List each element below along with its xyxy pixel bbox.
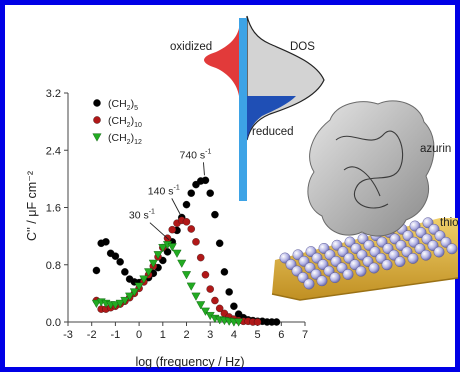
x-tick-label: 0: [136, 329, 142, 341]
thiol-sphere: [317, 276, 327, 286]
annotations: 740 s-1 140 s-1 30 s-1: [129, 148, 212, 239]
data-point: [216, 240, 223, 247]
data-point: [211, 297, 218, 304]
data-point: [207, 285, 214, 292]
x-tick-label: 6: [278, 329, 284, 341]
x-tick-label: 2: [183, 329, 189, 341]
x-tick-label: 1: [160, 329, 166, 341]
dos-curve: [247, 16, 324, 140]
thiol-sphere: [330, 272, 340, 282]
legend-entry: (CH2)10: [108, 115, 142, 129]
annotation-arrow: [203, 162, 204, 175]
data-point: [254, 318, 261, 325]
dos-diagram: oxidized DOS reduced: [170, 16, 324, 201]
data-point: [169, 226, 176, 233]
legend-marker: [93, 116, 100, 123]
electrode-bar: [239, 18, 247, 201]
y-tick-label: 1.6: [46, 203, 61, 215]
data-point: [121, 268, 128, 275]
oxidized-label: oxidized: [170, 41, 212, 53]
thiol-sphere: [408, 253, 418, 263]
legend-entry: (CH2)12: [108, 132, 142, 146]
y-tick-label: 0.0: [46, 317, 61, 329]
data-point: [207, 190, 214, 197]
data-point: [173, 250, 181, 258]
oxidized-lobe: [204, 28, 239, 96]
x-tick-label: 7: [302, 329, 308, 341]
data-point: [183, 201, 190, 208]
legend-marker: [93, 134, 101, 142]
series-group: [92, 177, 280, 326]
legend-entry: (CH2)5: [108, 98, 138, 112]
legend-marker: [93, 99, 100, 106]
data-point: [112, 253, 119, 260]
x-tick-label: 3: [207, 329, 213, 341]
thiol-sphere: [382, 260, 392, 270]
data-point: [183, 218, 190, 225]
data-point: [221, 268, 228, 275]
x-axis-label: log (frequency / Hz): [135, 355, 244, 369]
x-tick-label: -1: [111, 329, 121, 341]
annotation-label: 740 s-1: [179, 148, 211, 161]
data-point: [93, 267, 100, 274]
annotation-arrow: [150, 223, 169, 240]
reduced-label: reduced: [252, 126, 294, 138]
thiol-sphere: [356, 266, 366, 276]
y-axis-label: C'' / μF cm⁻²: [25, 171, 39, 241]
thiol-sphere: [395, 256, 405, 266]
annotation-label: 30 s-1: [129, 209, 155, 222]
data-point: [226, 288, 233, 295]
data-point: [188, 225, 195, 232]
data-point: [202, 177, 209, 184]
y-ticks: 0.0 0.8 1.6 2.4 3.2: [46, 88, 68, 329]
y-tick-label: 0.8: [46, 260, 61, 272]
data-point: [102, 238, 109, 245]
thiol-sphere: [304, 279, 314, 289]
x-tick-label: -3: [63, 329, 73, 341]
thiol-sphere: [447, 244, 457, 254]
annotation-label: 140 s-1: [148, 184, 180, 197]
data-point: [187, 283, 195, 291]
data-point: [188, 190, 195, 197]
dos-label: DOS: [290, 41, 315, 53]
data-point: [117, 258, 124, 265]
data-point: [230, 303, 237, 310]
thiol-sphere: [421, 250, 431, 260]
data-point: [197, 254, 204, 261]
x-tick-label: -2: [87, 329, 97, 341]
azurin-label: azurin: [420, 143, 451, 155]
protein-structure-illustration: azurin thio: [272, 101, 459, 300]
thiol-label: thio: [440, 217, 459, 229]
data-point: [192, 293, 200, 301]
thiol-sphere: [434, 247, 444, 257]
data-point: [182, 271, 190, 279]
y-tick-label: 3.2: [46, 88, 61, 100]
thiol-sphere: [343, 269, 353, 279]
azurin-protein: [308, 101, 434, 236]
data-point: [192, 238, 199, 245]
x-tick-label: 5: [255, 329, 261, 341]
x-tick-label: 4: [231, 329, 237, 341]
y-tick-label: 2.4: [46, 145, 61, 157]
data-point: [273, 318, 280, 325]
data-point: [202, 271, 209, 278]
data-point: [178, 260, 186, 268]
thiol-sphere: [369, 263, 379, 273]
data-point: [211, 211, 218, 218]
legend: (CH2)5 (CH2)10 (CH2)12: [93, 98, 142, 146]
annotation-arrow: [172, 198, 181, 215]
